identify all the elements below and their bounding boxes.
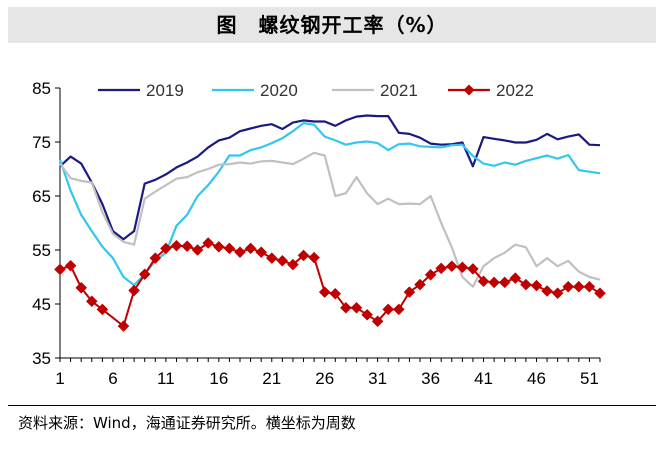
point-2022 — [128, 284, 140, 297]
point-2022 — [403, 286, 416, 298]
point-2022 — [308, 251, 320, 264]
point-2022 — [583, 280, 596, 293]
point-2022 — [361, 308, 373, 321]
series-line-2019 — [59, 114, 601, 241]
x-tick-label: 31 — [368, 369, 387, 388]
point-2022 — [382, 303, 395, 316]
point-2022 — [572, 280, 585, 293]
point-2022 — [435, 262, 448, 275]
x-tick-label: 41 — [474, 369, 493, 388]
point-2022 — [520, 278, 532, 291]
point-2022 — [530, 279, 543, 292]
x-tick-label: 46 — [527, 369, 546, 388]
point-2022 — [138, 268, 151, 281]
point-2022 — [350, 301, 363, 314]
point-2022 — [456, 261, 469, 274]
point-2022 — [488, 276, 500, 289]
x-tick-label: 11 — [157, 369, 175, 388]
x-tick-label: 26 — [315, 369, 334, 388]
point-2022 — [149, 252, 162, 264]
point-2022 — [212, 240, 225, 253]
point-2022 — [297, 249, 310, 262]
point-2022 — [551, 287, 564, 300]
series-line-2021 — [59, 151, 601, 288]
point-2022 — [392, 303, 405, 316]
point-2022 — [498, 276, 511, 289]
point-2022 — [371, 315, 384, 328]
point-2022 — [117, 320, 130, 332]
point-2022 — [318, 286, 331, 298]
x-tick-label: 1 — [55, 369, 64, 388]
y-tick-label: 65 — [32, 187, 51, 206]
x-tick-label: 21 — [262, 369, 281, 388]
point-2022 — [276, 254, 289, 267]
point-2022 — [191, 244, 204, 256]
point-2022 — [223, 242, 236, 255]
legend-label-2022: 2022 — [496, 81, 534, 100]
chart-area: 35 45 55 65 75 85 1 6 11 16 21 26 31 36 41 46 51 2019 202… — [8, 48, 656, 404]
point-2022 — [467, 263, 479, 275]
x-tick-label: 36 — [421, 369, 440, 388]
legend-label-2020: 2020 — [260, 81, 298, 100]
series-lines — [54, 114, 606, 332]
legend-label-2021: 2021 — [380, 81, 418, 100]
legend-label-2019: 2019 — [146, 81, 184, 100]
point-2022 — [541, 285, 553, 297]
y-tick-label: 55 — [32, 241, 51, 260]
point-2022 — [85, 295, 98, 308]
point-2022 — [265, 252, 278, 264]
point-2022 — [340, 301, 352, 314]
x-tick-label: 16 — [209, 369, 228, 388]
point-2022 — [64, 259, 77, 272]
source-note: 资料来源：Wind，海通证券研究所。横坐标为周数 — [8, 405, 656, 437]
point-2022 — [75, 281, 88, 294]
y-tick-label: 35 — [32, 349, 51, 368]
point-2022 — [170, 239, 183, 252]
point-2022 — [509, 272, 522, 284]
point-2022 — [477, 275, 490, 288]
legend: 2019 2020 2021 2022 — [98, 81, 534, 100]
x-tick-label: 51 — [580, 369, 599, 388]
point-2022 — [329, 287, 342, 300]
point-2022 — [445, 260, 458, 273]
series-line-2022 — [59, 242, 601, 328]
point-2022 — [160, 242, 172, 255]
point-2022 — [202, 237, 215, 249]
point-2022 — [54, 263, 66, 276]
y-tick-label: 85 — [32, 79, 51, 98]
point-2022 — [594, 287, 606, 300]
point-2022 — [414, 278, 426, 291]
chart-title: 图 螺纹钢开工率（%） — [8, 7, 656, 43]
point-2022 — [424, 268, 437, 281]
y-tick-label: 75 — [32, 133, 51, 152]
point-2022 — [562, 280, 575, 293]
point-2022 — [287, 258, 299, 271]
point-2022 — [96, 303, 109, 316]
point-2022 — [244, 242, 257, 255]
point-2022 — [234, 246, 246, 259]
point-2022 — [255, 246, 268, 259]
point-2022 — [181, 240, 193, 253]
legend-marker-2022 — [463, 84, 475, 96]
y-tick-label: 45 — [32, 295, 51, 314]
x-tick-label: 6 — [108, 369, 117, 388]
